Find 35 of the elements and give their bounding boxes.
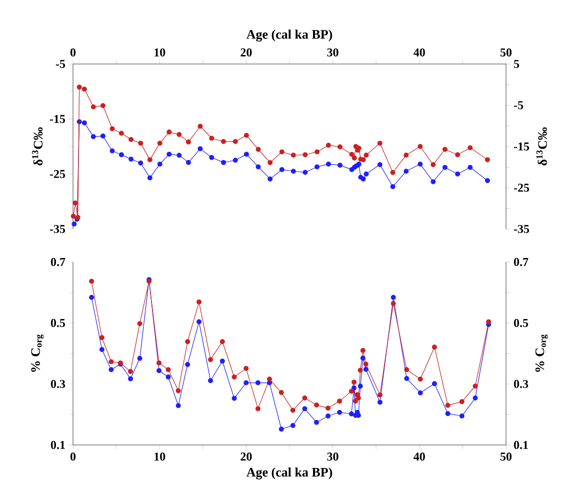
y-axis-title: % C$_{org}$ — [31, 334, 44, 372]
x-axis-title: Age (cal ka BP) — [246, 30, 332, 42]
y2-tick-label: -15 — [514, 142, 530, 151]
y-tick-label: -25 — [50, 170, 66, 178]
y-tick-label: 0.1 — [50, 440, 65, 450]
y2-tick-label: 0.1 — [514, 440, 528, 450]
x-tick-label: 50 — [500, 452, 512, 461]
x-tick-label: 10 — [154, 48, 166, 56]
x-tick-label: 20 — [240, 452, 252, 461]
y2-tick-label: -35 — [514, 224, 530, 234]
y2-axis-title: δ$^{13}$C‰ — [536, 127, 547, 166]
x-tick-label: 30 — [327, 452, 338, 461]
y2-axis-title: % C$_{org}$ — [535, 334, 548, 372]
x-tick-label: 50 — [500, 48, 512, 56]
y-tick-label: 0.7 — [50, 258, 66, 266]
y-tick-label: -5 — [56, 60, 66, 68]
y-tick-label: 0.3 — [50, 380, 66, 388]
y-tick-label: -15 — [50, 114, 66, 124]
x-tick-label: 0 — [70, 48, 76, 56]
y2-tick-label: 0.7 — [514, 258, 528, 266]
y2-tick-label: -25 — [514, 184, 530, 192]
y2-tick-label: 0.5 — [514, 318, 528, 328]
x-tick-label: 40 — [414, 452, 425, 461]
y2-tick-label: 5 — [514, 60, 520, 68]
x-tick-label: 10 — [154, 452, 166, 461]
y2-tick-label: -5 — [514, 101, 524, 110]
y-tick-label: -35 — [50, 224, 66, 234]
y2-tick-label: 0.3 — [514, 380, 528, 388]
y-axis-title: δ$^{13}$C‰ — [32, 127, 43, 166]
x-axis-title: Age (cal ka BP) — [246, 467, 332, 480]
y-tick-label: 0.5 — [50, 318, 66, 328]
x-tick-label: 20 — [240, 48, 252, 56]
x-tick-label: 30 — [327, 48, 338, 56]
x-tick-label: 40 — [414, 48, 425, 56]
x-tick-label: 0 — [70, 452, 76, 461]
